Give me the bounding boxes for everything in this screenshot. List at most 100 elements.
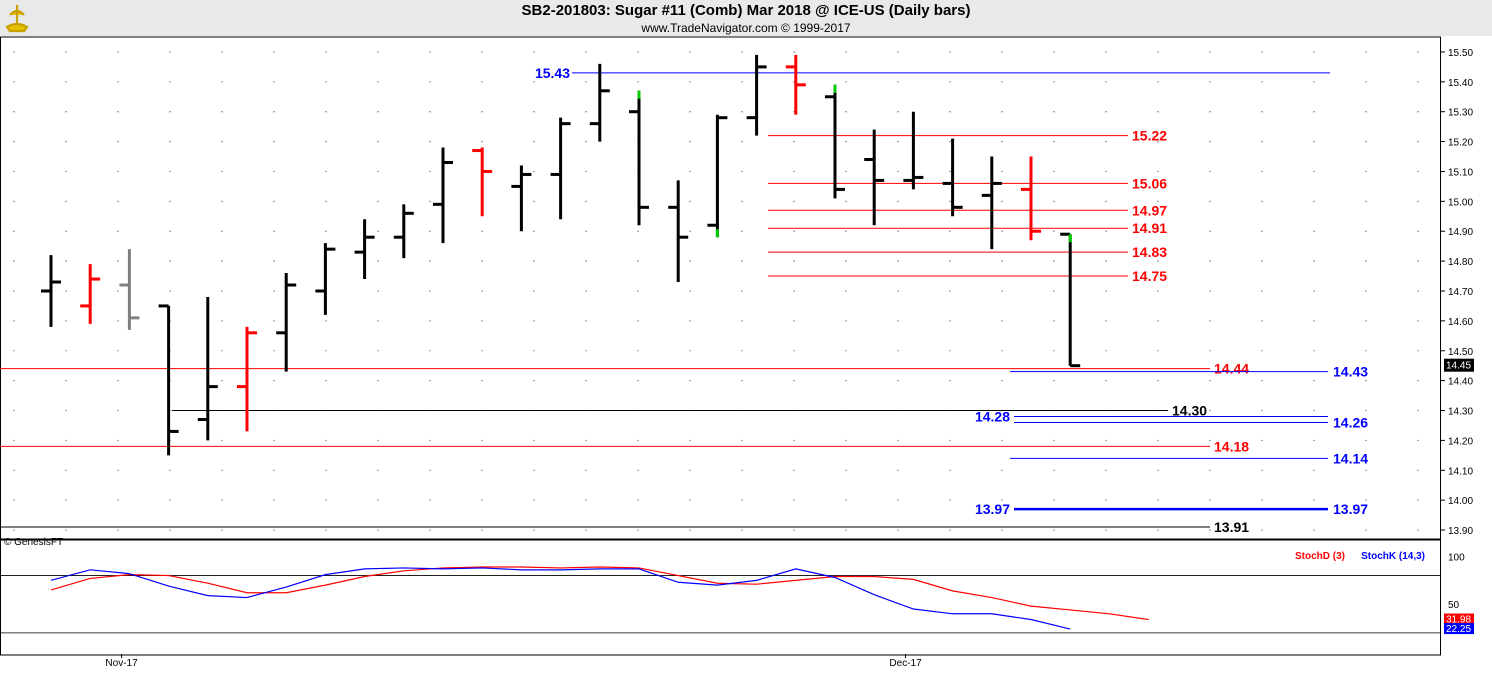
- grid-dot: [117, 170, 119, 173]
- grid-dot: [1105, 349, 1107, 352]
- grid-dot: [897, 499, 899, 501]
- price-bars: [41, 54, 1081, 456]
- grid-dot: [533, 230, 535, 233]
- grid-dot: [637, 379, 639, 382]
- grid-dot: [897, 529, 899, 531]
- grid-dot: [325, 140, 327, 143]
- grid-dot: [1105, 230, 1107, 233]
- grid-dot: [533, 51, 535, 53]
- grid-dot: [689, 260, 691, 262]
- grid-dot: [377, 200, 379, 203]
- grid-dot: [481, 349, 483, 352]
- grid-dot: [845, 140, 847, 143]
- y-tick-label: 15.00: [1448, 197, 1473, 208]
- grid-dot: [221, 290, 223, 292]
- grid-dot: [481, 529, 483, 531]
- grid-dot: [897, 349, 899, 352]
- grid-dot: [793, 51, 795, 53]
- grid-dot: [1417, 349, 1419, 352]
- grid-dot: [1105, 170, 1107, 173]
- grid-dot: [585, 290, 587, 292]
- grid-dot: [637, 260, 639, 262]
- grid-dot: [741, 379, 743, 382]
- grid-dot: [429, 110, 431, 113]
- grid-dot: [1157, 349, 1159, 352]
- grid-dot: [1157, 110, 1159, 113]
- grid-dot: [533, 170, 535, 173]
- grid-dot: [1261, 469, 1263, 472]
- x-tick-label: Nov-17: [105, 658, 138, 669]
- grid-dot: [273, 439, 275, 442]
- y-tick-label: 15.50: [1448, 48, 1473, 59]
- grid-dot: [117, 409, 119, 412]
- grid-dot: [481, 499, 483, 501]
- y-tick-label: 14.70: [1448, 287, 1473, 298]
- grid-dot: [65, 81, 67, 83]
- grid-dot: [793, 200, 795, 203]
- grid-dot: [1157, 290, 1159, 292]
- grid-dot: [1209, 529, 1211, 531]
- grid-dot: [585, 200, 587, 203]
- grid-dot: [845, 469, 847, 472]
- grid-dot: [13, 51, 15, 53]
- grid-dot: [897, 200, 899, 203]
- grid-dot: [169, 110, 171, 113]
- grid-dot: [1313, 499, 1315, 501]
- grid-dot: [325, 320, 327, 322]
- grid-dot: [1417, 170, 1419, 173]
- grid-dot: [1209, 349, 1211, 352]
- grid-dot: [1209, 110, 1211, 113]
- grid-dot: [1001, 320, 1003, 322]
- grid-dot: [273, 320, 275, 322]
- grid-dot: [1313, 409, 1315, 412]
- grid-dot: [585, 170, 587, 173]
- grid-dot: [429, 260, 431, 262]
- grid-dot: [1157, 200, 1159, 203]
- grid-dot: [1417, 200, 1419, 203]
- grid-dot: [1365, 439, 1367, 442]
- grid-dot: [13, 260, 15, 262]
- grid-dot: [1417, 320, 1419, 322]
- grid-dot: [897, 140, 899, 143]
- grid-dot: [533, 110, 535, 113]
- last-price-box: [1444, 358, 1474, 372]
- grid-dot: [65, 349, 67, 352]
- grid-dot: [1209, 260, 1211, 262]
- grid-dot: [325, 81, 327, 83]
- grid-dot: [1053, 170, 1055, 173]
- grid-dot: [1105, 260, 1107, 262]
- grid-dot: [533, 140, 535, 143]
- grid-dot: [637, 349, 639, 352]
- grid-dot: [741, 81, 743, 83]
- stoch-line-d: [50, 566, 1149, 621]
- grid-dot: [1053, 349, 1055, 352]
- grid-dot: [13, 379, 15, 382]
- grid-dot: [1001, 230, 1003, 233]
- y-tick-label: 15.10: [1448, 167, 1473, 178]
- grid-dot: [169, 170, 171, 173]
- level-label: 14.83: [1132, 244, 1167, 260]
- grid-dot: [741, 140, 743, 143]
- grid-dot: [1261, 170, 1263, 173]
- grid-dot: [481, 230, 483, 233]
- level-label: 15.43: [535, 65, 570, 81]
- grid-dot: [117, 469, 119, 472]
- grid-dot: [1261, 110, 1263, 113]
- grid-dot: [1001, 51, 1003, 53]
- grid-dot: [533, 290, 535, 292]
- grid-dot: [793, 469, 795, 472]
- grid-dot: [325, 529, 327, 531]
- grid-dot: [1365, 200, 1367, 203]
- grid-dot: [1209, 499, 1211, 501]
- grid-dot: [169, 140, 171, 143]
- grid-dot: [689, 349, 691, 352]
- y-tick-label: 14.20: [1448, 436, 1473, 447]
- grid-dot: [429, 439, 431, 442]
- grid-dot: [949, 320, 951, 322]
- chart-subtitle: www.TradeNavigator.com © 1999-2017: [641, 21, 851, 35]
- grid-dot: [429, 81, 431, 83]
- indicator-legend: StochK (14,3): [1361, 551, 1425, 562]
- grid-dot: [845, 529, 847, 531]
- grid-dot: [1261, 379, 1263, 382]
- grid-dot: [949, 349, 951, 352]
